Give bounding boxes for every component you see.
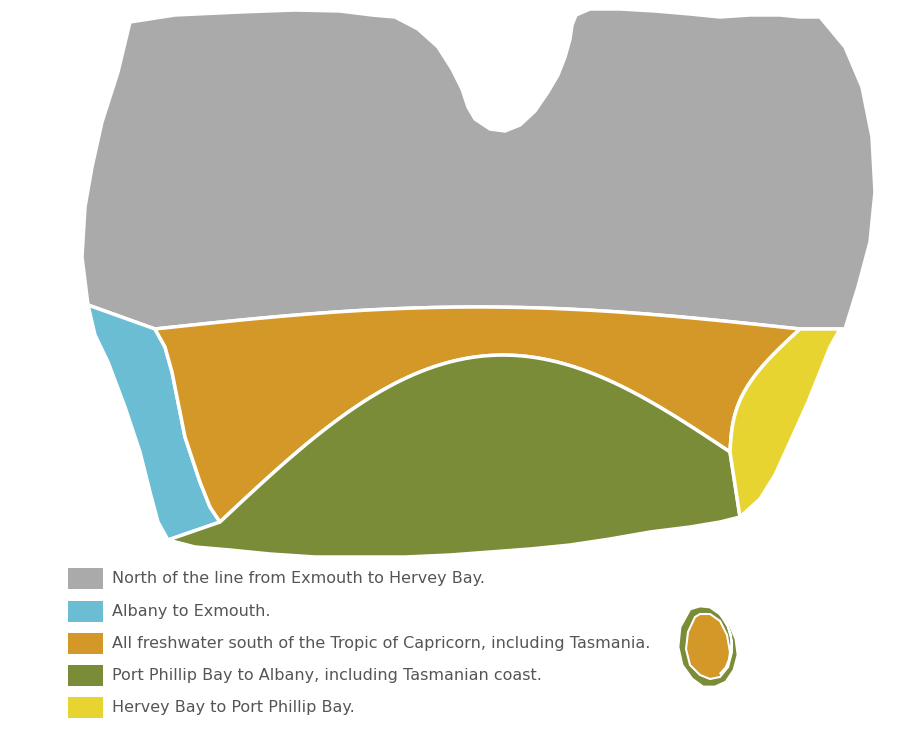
Polygon shape: [82, 9, 875, 329]
Text: Hervey Bay to Port Phillip Bay.: Hervey Bay to Port Phillip Bay.: [112, 700, 356, 715]
Polygon shape: [678, 606, 738, 687]
Polygon shape: [720, 614, 732, 674]
Text: All freshwater south of the Tropic of Capricorn, including Tasmania.: All freshwater south of the Tropic of Ca…: [112, 636, 651, 651]
Polygon shape: [730, 329, 840, 517]
Text: North of the line from Exmouth to Hervey Bay.: North of the line from Exmouth to Hervey…: [112, 571, 485, 586]
Text: Port Phillip Bay to Albany, including Tasmanian coast.: Port Phillip Bay to Albany, including Ta…: [112, 668, 543, 683]
Polygon shape: [88, 305, 220, 540]
Polygon shape: [155, 307, 800, 522]
Text: Albany to Exmouth.: Albany to Exmouth.: [112, 604, 271, 619]
Polygon shape: [168, 355, 740, 557]
Polygon shape: [686, 614, 730, 679]
